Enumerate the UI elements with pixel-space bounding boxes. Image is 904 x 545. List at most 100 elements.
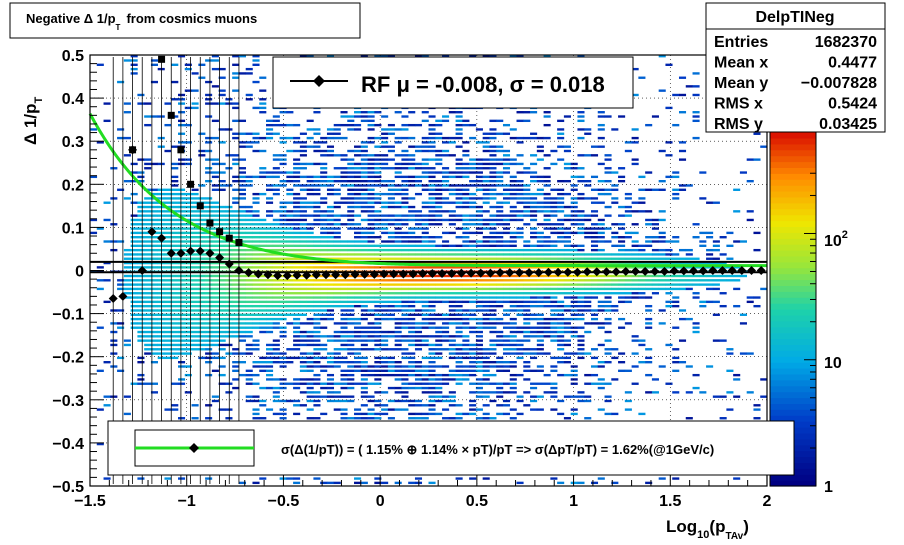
heatmap-cell — [516, 313, 524, 316]
heatmap-cell — [184, 227, 192, 230]
heatmap-cell — [421, 205, 429, 209]
mean-point — [756, 266, 766, 275]
heatmap-cell — [354, 167, 362, 170]
heatmap-cell — [299, 335, 307, 338]
heatmap-cell — [651, 279, 659, 282]
mean-point — [688, 266, 698, 276]
heatmap-cell — [543, 111, 551, 114]
heatmap-cell — [164, 210, 172, 213]
heatmap-cell — [584, 128, 592, 131]
heatmap-cell — [394, 292, 402, 295]
heatmap-cell — [550, 296, 558, 299]
heatmap-cell — [401, 205, 409, 209]
heatmap-cell — [475, 261, 483, 265]
heatmap-cell — [421, 266, 429, 269]
heatmap-cell — [706, 279, 714, 282]
heatmap-cell — [448, 253, 456, 256]
heatmap-cell — [232, 304, 240, 308]
heatmap-cell — [205, 257, 213, 260]
heatmap-cell — [252, 214, 260, 217]
heatmap-cell — [516, 136, 524, 140]
heatmap-cell — [211, 300, 219, 304]
heatmap-cell — [557, 330, 565, 334]
heatmap-cell — [326, 188, 335, 191]
heatmap-cell — [218, 179, 226, 183]
heatmap-cell — [726, 352, 734, 355]
heatmap-cell — [232, 231, 240, 235]
heatmap-cell — [624, 287, 632, 291]
heatmap-cell — [178, 141, 186, 144]
heatmap-cell — [232, 292, 240, 295]
heatmap-cell — [550, 188, 558, 191]
heatmap-cell — [340, 339, 348, 342]
heatmap-cell — [509, 326, 517, 329]
heatmap-cell — [475, 175, 483, 179]
heatmap-cell — [293, 326, 301, 329]
heatmap-cell — [469, 248, 477, 252]
heatmap-cell — [374, 162, 382, 166]
heatmap-cell — [414, 378, 423, 381]
heatmap-cell — [326, 378, 335, 381]
heatmap-cell — [333, 214, 341, 217]
heatmap-cell — [279, 386, 287, 390]
heatmap-cell — [245, 395, 253, 398]
heatmap-cell — [672, 240, 680, 243]
heatmap-cell — [530, 111, 538, 114]
heatmap-cell — [293, 335, 301, 338]
heatmap-cell — [218, 348, 226, 351]
heatmap-cell — [550, 223, 558, 226]
heatmap-cell — [333, 361, 341, 364]
heatmap-cell — [428, 145, 436, 148]
heatmap-cell — [550, 214, 558, 217]
heatmap-cell — [455, 313, 463, 316]
heatmap-cell — [347, 361, 355, 364]
heatmap-cell — [387, 149, 395, 153]
heatmap-cell — [306, 339, 314, 342]
heatmap-cell — [509, 197, 517, 200]
heatmap-cell — [354, 257, 362, 260]
heatmap-cell — [313, 287, 321, 291]
heatmap-cell — [692, 292, 700, 295]
heatmap-cell — [557, 399, 565, 403]
heatmap-cell — [184, 162, 192, 166]
colorbar-segment — [770, 202, 816, 210]
heatmap-cell — [597, 283, 605, 286]
heatmap-cell — [462, 313, 470, 316]
heatmap-cell — [340, 179, 348, 183]
heatmap-cell — [631, 335, 639, 338]
heatmap-cell — [191, 227, 199, 230]
colorbar-segment — [770, 155, 816, 163]
heatmap-cell — [658, 309, 666, 312]
heatmap-cell — [381, 300, 389, 304]
heatmap-cell — [726, 369, 734, 372]
heatmap-cell — [719, 274, 727, 278]
heatmap-cell — [651, 240, 659, 243]
heatmap-cell — [489, 304, 497, 308]
heatmap-cell — [245, 335, 253, 338]
heatmap-cell — [211, 188, 219, 191]
heatmap-cell — [266, 119, 274, 123]
heatmap-cell — [706, 365, 714, 368]
heatmap-cell — [171, 115, 179, 118]
heatmap-cell — [211, 369, 219, 372]
heatmap-cell — [333, 287, 341, 291]
heatmap-cell — [455, 373, 463, 377]
heatmap-cell — [590, 373, 599, 377]
heatmap-cell — [597, 115, 605, 118]
heatmap-cell — [678, 283, 687, 286]
heatmap-cell — [401, 201, 409, 204]
heatmap-cell — [516, 257, 524, 260]
heatmap-cell — [469, 257, 477, 260]
heatmap-cell — [509, 322, 517, 325]
heatmap-cell — [205, 335, 213, 338]
heatmap-cell — [279, 154, 287, 157]
heatmap-cell — [252, 63, 260, 66]
heatmap-cell — [604, 266, 612, 269]
heatmap-cell — [530, 317, 538, 321]
heatmap-cell — [509, 136, 517, 140]
heatmap-cell — [469, 309, 477, 312]
heatmap-cell — [712, 300, 720, 304]
heatmap-cell — [198, 214, 206, 217]
heatmap-cell — [360, 404, 368, 407]
heatmap-cell — [252, 296, 260, 299]
